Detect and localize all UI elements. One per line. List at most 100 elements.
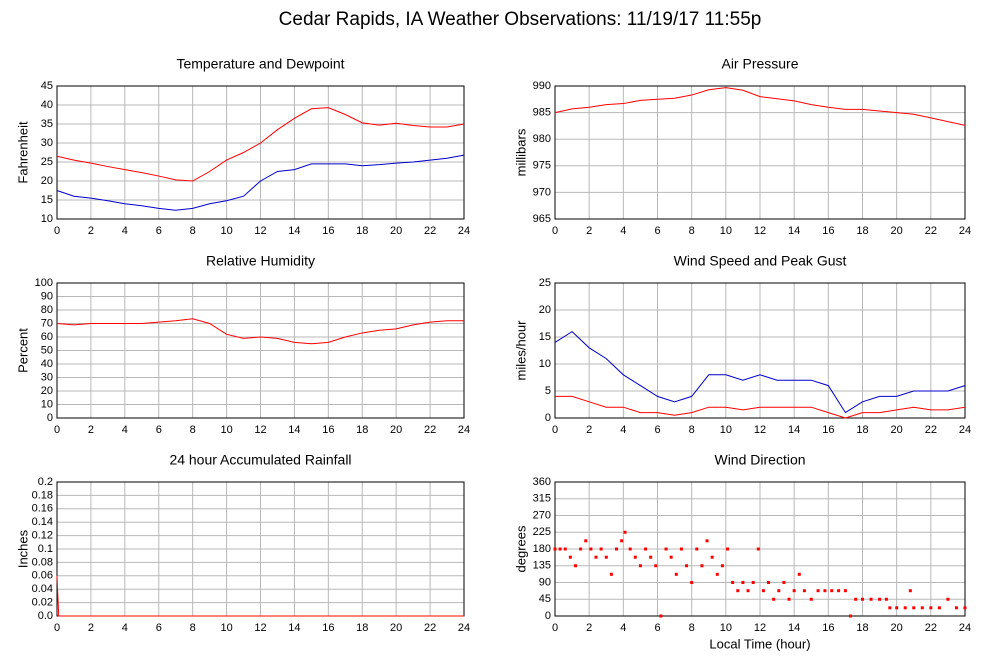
y-tick-label: 990	[533, 80, 551, 92]
x-tick-label: 6	[156, 622, 162, 634]
point	[599, 547, 603, 551]
point	[843, 589, 847, 593]
y-tick-label: 90	[539, 576, 551, 588]
x-tick-label: 2	[88, 622, 94, 634]
point	[937, 606, 941, 610]
plot-border	[554, 85, 966, 220]
x-tick-label: 14	[288, 622, 300, 634]
point	[584, 539, 588, 543]
y-tick-label: 30	[41, 371, 53, 383]
x-tick-label: 8	[689, 424, 695, 436]
point	[679, 547, 683, 551]
point	[558, 547, 562, 551]
y-tick-label: 270	[533, 509, 551, 521]
x-tick-label: 18	[356, 622, 368, 634]
point	[685, 564, 689, 568]
point	[946, 597, 950, 601]
point	[579, 547, 583, 551]
y-tick-label: 980	[533, 133, 551, 145]
point	[816, 589, 820, 593]
x-tick-label: 0	[552, 622, 558, 634]
y-tick-label: 15	[41, 194, 53, 206]
point	[695, 547, 699, 551]
x-tick-label: 6	[156, 225, 162, 237]
y-tick-label: 0.1	[38, 543, 53, 555]
point	[649, 555, 653, 559]
chart-title: Wind Direction	[714, 452, 805, 468]
x-tick-label: 16	[322, 225, 334, 237]
y-tick-label: 35	[41, 118, 53, 130]
point	[772, 597, 776, 601]
point	[895, 606, 899, 610]
point	[731, 581, 735, 584]
plot-border	[554, 282, 966, 419]
point	[726, 547, 730, 551]
point	[633, 555, 637, 559]
point	[849, 614, 853, 618]
x-tick-label: 10	[720, 622, 732, 634]
y-tick-label: 50	[41, 344, 53, 356]
point	[659, 614, 663, 618]
x-tick-label: 2	[88, 225, 94, 237]
x-tick-label: 24	[458, 424, 470, 436]
x-tick-label: 4	[620, 622, 626, 634]
x-tick-label: 0	[54, 424, 60, 436]
point	[903, 606, 907, 610]
x-tick-label: 6	[654, 225, 660, 237]
y-tick-label: 0	[545, 610, 551, 622]
y-axis-label: Percent	[15, 328, 30, 373]
point	[878, 597, 882, 601]
series-line	[56, 575, 464, 617]
point	[623, 530, 627, 534]
x-tick-label: 12	[754, 225, 766, 237]
point	[568, 555, 572, 559]
point	[674, 572, 678, 576]
y-tick-label: 90	[41, 290, 53, 302]
y-tick-label: 30	[41, 137, 53, 149]
y-tick-label: 0.18	[32, 489, 53, 501]
point	[705, 539, 709, 543]
x-tick-label: 4	[620, 424, 626, 436]
x-tick-label: 0	[552, 424, 558, 436]
x-tick-label: 24	[458, 622, 470, 634]
chart-title: Air Pressure	[721, 56, 798, 72]
point	[761, 589, 765, 593]
point	[594, 555, 598, 559]
point	[654, 564, 658, 568]
y-tick-label: 135	[533, 560, 551, 572]
x-tick-label: 24	[959, 622, 971, 634]
point	[644, 547, 648, 551]
y-tick-label: 0.14	[32, 516, 53, 528]
y-tick-label: 0.08	[32, 556, 53, 568]
y-tick-label: 100	[35, 277, 53, 289]
point	[929, 606, 933, 610]
x-tick-label: 10	[720, 225, 732, 237]
point	[888, 606, 892, 610]
x-tick-label: 24	[959, 424, 971, 436]
y-tick-label: 225	[533, 526, 551, 538]
point	[861, 597, 864, 601]
point	[741, 581, 745, 584]
y-axis-label: degrees	[513, 525, 528, 572]
point	[787, 597, 791, 601]
x-tick-label: 16	[322, 622, 334, 634]
x-tick-label: 0	[552, 225, 558, 237]
x-axis-label: Local Time (hour)	[709, 636, 810, 651]
y-tick-label: 15	[539, 331, 551, 343]
x-tick-label: 12	[754, 424, 766, 436]
x-tick-label: 8	[190, 225, 196, 237]
point	[751, 581, 755, 584]
point	[604, 555, 608, 559]
point	[615, 547, 618, 551]
point	[720, 564, 724, 568]
point	[638, 564, 642, 568]
y-tick-label: 0	[47, 412, 53, 424]
point	[920, 606, 924, 610]
series-line	[56, 107, 465, 182]
x-tick-label: 6	[156, 424, 162, 436]
x-tick-label: 2	[586, 424, 592, 436]
x-tick-label: 8	[689, 225, 695, 237]
y-tick-label: 0	[545, 412, 551, 424]
y-axis-label: miles/hour	[513, 320, 528, 381]
